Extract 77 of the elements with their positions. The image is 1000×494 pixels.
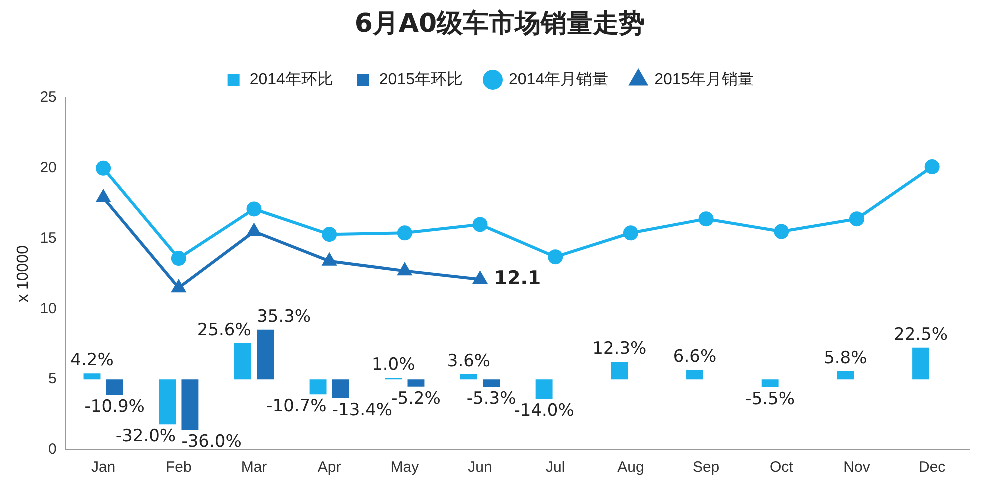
bar — [408, 380, 425, 387]
data-label: -14.0% — [514, 401, 574, 422]
y-axis-title: x 10000 — [15, 245, 32, 302]
x-tick-label: Aug — [618, 459, 644, 476]
bar — [332, 380, 350, 398]
x-tick-label: Jun — [468, 459, 492, 476]
point — [474, 272, 487, 284]
data-label: 4.2% — [70, 350, 114, 371]
data-label: 5.8% — [824, 348, 868, 368]
data-label: 12.3% — [592, 339, 647, 360]
bar — [310, 380, 327, 395]
x-tick-label: Oct — [770, 459, 794, 476]
point — [398, 264, 412, 276]
point — [96, 160, 112, 176]
y-tick-label: 10 — [40, 300, 57, 318]
point — [322, 227, 338, 242]
x-tick-label: Feb — [166, 459, 192, 476]
bar — [912, 348, 930, 380]
x-tick-label: Nov — [844, 459, 871, 476]
data-label: -10.7% — [266, 396, 327, 417]
chart-title: 6月A0级车市场销量走势 — [354, 8, 646, 41]
point — [924, 159, 940, 174]
bar — [611, 362, 628, 380]
x-tick-label: Dec — [918, 459, 946, 476]
y-tick-label: 15 — [40, 230, 57, 247]
x-tick-label: Sep — [692, 459, 720, 476]
data-label: 1.0% — [372, 355, 416, 376]
x-tick-label: Apr — [318, 459, 342, 476]
point — [246, 202, 262, 217]
legend-label: 2015年月销量 — [654, 71, 754, 88]
point — [548, 250, 564, 265]
point — [472, 217, 488, 232]
data-label: 22.5% — [894, 324, 948, 345]
data-label: 12.1 — [494, 268, 542, 290]
point — [623, 226, 638, 241]
point — [698, 212, 714, 227]
data-label: -13.4% — [332, 400, 393, 420]
data-label: 3.6% — [447, 351, 491, 372]
legend-label: 2015年环比 — [379, 70, 463, 88]
bar — [182, 380, 199, 430]
bar — [483, 380, 500, 388]
bar — [234, 344, 252, 380]
point — [171, 251, 186, 266]
x-tick-label: Mar — [241, 459, 268, 476]
bar — [837, 371, 854, 380]
bar — [460, 374, 478, 380]
bar — [84, 374, 101, 380]
point — [849, 212, 864, 227]
y-tick-label: 20 — [40, 160, 57, 177]
x-tick-label: Jul — [546, 459, 566, 476]
data-label: 6.6% — [673, 347, 717, 368]
data-label: -36.0% — [182, 432, 242, 452]
point — [322, 254, 336, 266]
bar — [159, 380, 176, 425]
bar — [762, 380, 779, 388]
x-tick-label: May — [390, 459, 420, 476]
legend-label: 2014年环比 — [250, 70, 334, 88]
x-tick-label: Jan — [91, 459, 116, 476]
point — [774, 224, 790, 240]
point — [397, 226, 412, 241]
y-tick-label: 0 — [48, 441, 57, 458]
legend-label: 2014年月销量 — [509, 71, 609, 88]
data-label: -32.0% — [116, 426, 176, 447]
data-label: -5.3% — [466, 388, 516, 409]
data-label: 35.3% — [257, 306, 312, 327]
data-label: -10.9% — [84, 396, 145, 417]
point — [172, 280, 186, 293]
y-tick-label: 25 — [40, 89, 57, 106]
point — [248, 224, 261, 236]
bar — [686, 370, 704, 380]
bar — [257, 330, 274, 380]
y-tick-label: 5 — [48, 370, 57, 388]
data-label: 25.6% — [197, 320, 252, 340]
data-label: -5.5% — [746, 389, 796, 410]
data-label: -5.2% — [392, 388, 441, 409]
bar — [536, 380, 553, 400]
bar — [106, 380, 124, 395]
